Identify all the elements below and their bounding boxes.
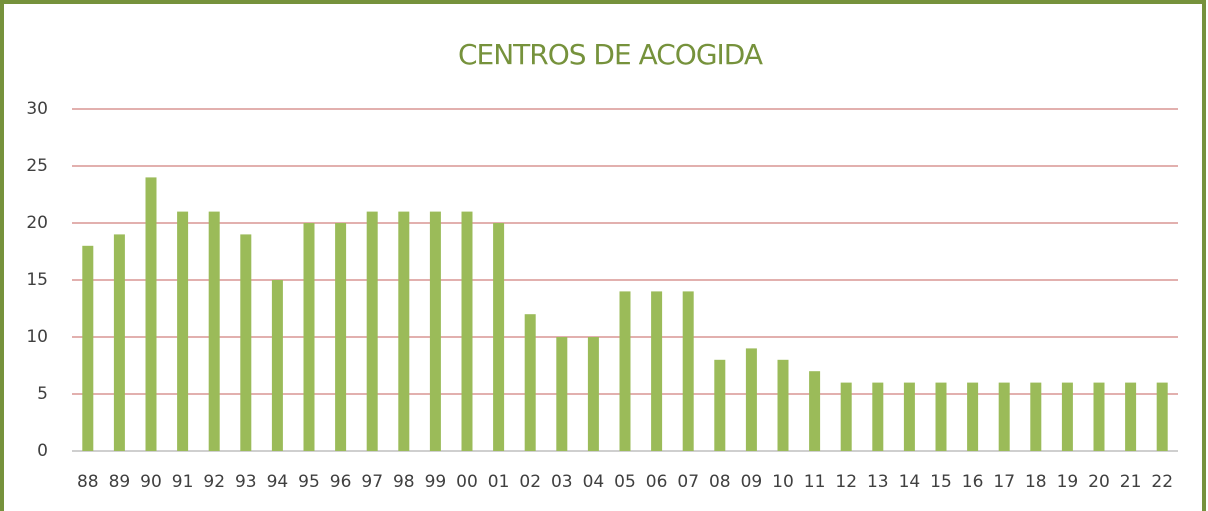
bar xyxy=(177,211,189,451)
bar xyxy=(682,291,694,451)
bar xyxy=(651,291,663,451)
bar xyxy=(524,314,536,451)
x-tick-label: 18 xyxy=(1025,472,1047,492)
bar xyxy=(777,359,789,451)
x-tick-label: 10 xyxy=(772,472,794,492)
x-tick-label: 98 xyxy=(393,472,415,492)
bar xyxy=(461,211,473,451)
x-tick-label: 12 xyxy=(835,472,857,492)
x-tick-label: 15 xyxy=(930,472,952,492)
x-tick-label: 21 xyxy=(1120,472,1142,492)
bar xyxy=(335,223,347,451)
x-tick-label: 06 xyxy=(646,472,668,492)
y-tick-label: 30 xyxy=(26,99,48,119)
x-tick-label: 20 xyxy=(1088,472,1110,492)
bar xyxy=(240,234,252,451)
bar xyxy=(398,211,410,451)
y-tick-label: 5 xyxy=(37,384,48,404)
bar xyxy=(587,337,599,451)
bar xyxy=(840,382,852,451)
bar xyxy=(1061,382,1073,451)
bar xyxy=(113,234,125,451)
bar xyxy=(809,371,821,451)
x-tick-label: 89 xyxy=(109,472,131,492)
y-tick-label: 20 xyxy=(26,213,48,233)
chart-title: CENTROS DE ACOGIDA xyxy=(458,38,763,71)
bar xyxy=(745,348,757,451)
bar xyxy=(145,177,157,451)
x-tick-label: 16 xyxy=(962,472,984,492)
x-tick-label: 03 xyxy=(551,472,573,492)
bar xyxy=(82,245,94,451)
x-tick-label: 17 xyxy=(993,472,1015,492)
bar xyxy=(556,337,568,451)
x-tick-label: 93 xyxy=(235,472,257,492)
y-tick-label: 0 xyxy=(37,441,48,461)
x-tick-label: 01 xyxy=(488,472,510,492)
x-tick-label: 14 xyxy=(899,472,921,492)
x-tick-label: 07 xyxy=(677,472,699,492)
x-tick-label: 08 xyxy=(709,472,731,492)
bar xyxy=(998,382,1010,451)
x-tick-label: 19 xyxy=(1057,472,1079,492)
x-tick-label: 04 xyxy=(583,472,605,492)
x-tick-label: 92 xyxy=(203,472,225,492)
x-tick-label: 13 xyxy=(867,472,889,492)
bar xyxy=(872,382,884,451)
x-tick-label: 95 xyxy=(298,472,320,492)
x-tick-label: 90 xyxy=(140,472,162,492)
x-tick-label: 09 xyxy=(741,472,763,492)
bar xyxy=(271,280,283,451)
x-tick-label: 94 xyxy=(267,472,289,492)
bar xyxy=(208,211,220,451)
bar xyxy=(493,223,505,451)
bar xyxy=(935,382,947,451)
x-tick-label: 00 xyxy=(456,472,478,492)
bar xyxy=(714,359,726,451)
x-tick-label: 91 xyxy=(172,472,194,492)
y-tick-label: 15 xyxy=(26,270,48,290)
bar xyxy=(967,382,979,451)
y-tick-label: 25 xyxy=(26,156,48,176)
x-tick-label: 96 xyxy=(330,472,352,492)
bar xyxy=(1093,382,1105,451)
x-tick-label: 88 xyxy=(77,472,99,492)
bar xyxy=(619,291,631,451)
x-tick-label: 02 xyxy=(519,472,541,492)
bar xyxy=(429,211,441,451)
bar xyxy=(303,223,315,451)
bar xyxy=(903,382,915,451)
bar xyxy=(366,211,378,451)
x-tick-label: 97 xyxy=(361,472,383,492)
x-tick-label: 22 xyxy=(1151,472,1173,492)
x-tick-label: 99 xyxy=(425,472,447,492)
x-tick-label: 11 xyxy=(804,472,826,492)
y-tick-label: 10 xyxy=(26,327,48,347)
bar xyxy=(1125,382,1137,451)
bar xyxy=(1156,382,1168,451)
x-tick-label: 05 xyxy=(614,472,636,492)
bar xyxy=(1030,382,1042,451)
